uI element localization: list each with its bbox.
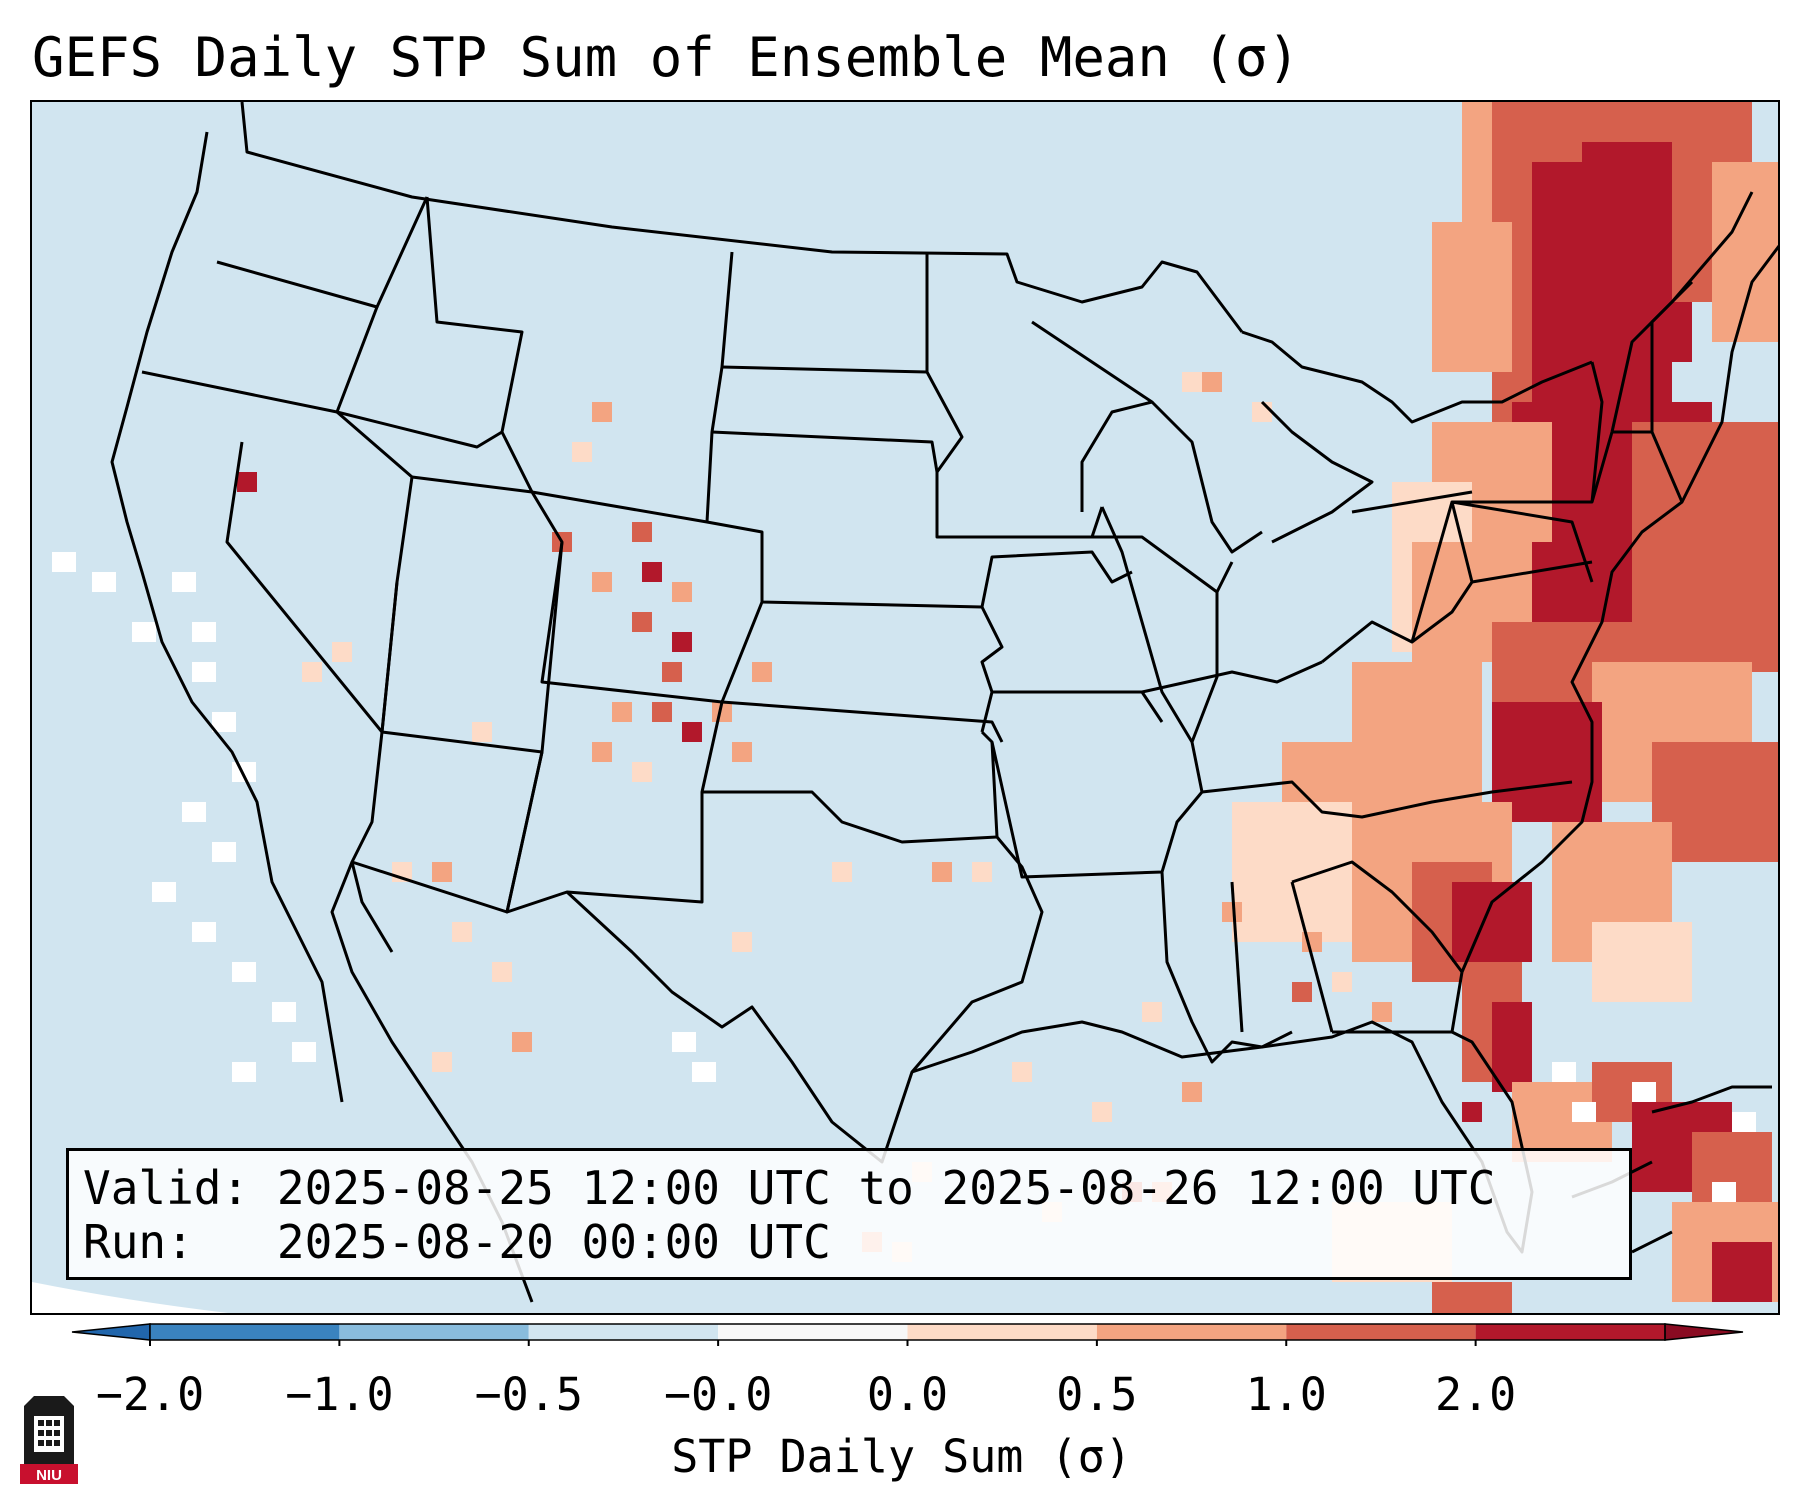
colorbar-tick-label: −0.5 [474,1368,583,1421]
run-value: 2025-08-20 00:00 UTC [276,1215,831,1269]
map-panel [30,100,1780,1315]
colorbar-tick-label: −0.0 [663,1368,773,1421]
colorbar-tick-label: 0.5 [1056,1368,1138,1421]
colorbar-tick-label: −2.0 [95,1368,205,1421]
colorbar-tick-label: 2.0 [1434,1368,1517,1421]
colorbar-tick-label: 1.0 [1245,1368,1327,1421]
valid-run-info-box: Valid: 2025-08-25 12:00 UTC to 2025-08-2… [66,1148,1632,1280]
map-title: GEFS Daily STP Sum of Ensemble Mean (σ) [32,26,1300,89]
colorbar-segment [528,1324,719,1340]
colorbar-ticks: −2.0 −1.0 −0.5 −0.0 0.0 0.5 1.0 2.0 [0,1368,1803,1421]
colorbar-extend-max [1664,1323,1744,1341]
colorbar-label: STP Daily Sum (σ) [671,1430,1132,1483]
colorbar-segment [150,1324,340,1340]
logo-text: NIU [36,1467,62,1484]
run-line: Run: 2025-08-20 00:00 UTC [83,1215,1615,1269]
colorbar-segment [718,1324,908,1340]
field-cells [52,102,1778,1313]
colorbar-segment [1475,1324,1665,1340]
valid-value: 2025-08-25 12:00 UTC to 2025-08-26 12:00… [276,1161,1496,1215]
valid-label: Valid: [83,1161,250,1215]
colorbar [71,1323,1744,1346]
map-canvas [32,102,1778,1313]
valid-line: Valid: 2025-08-25 12:00 UTC to 2025-08-2… [83,1161,1615,1215]
colorbar-tick-label: 0.0 [866,1368,949,1421]
colorbar-segment [1286,1324,1476,1340]
colorbar-extend-min [71,1323,151,1341]
colorbar-segment [907,1324,1097,1340]
niu-logo-icon: NIU [20,1396,78,1484]
colorbar-segment [339,1324,529,1340]
colorbar-segment [1096,1324,1287,1340]
run-label: Run: [83,1215,194,1269]
colorbar-tick-label: −1.0 [285,1368,394,1421]
